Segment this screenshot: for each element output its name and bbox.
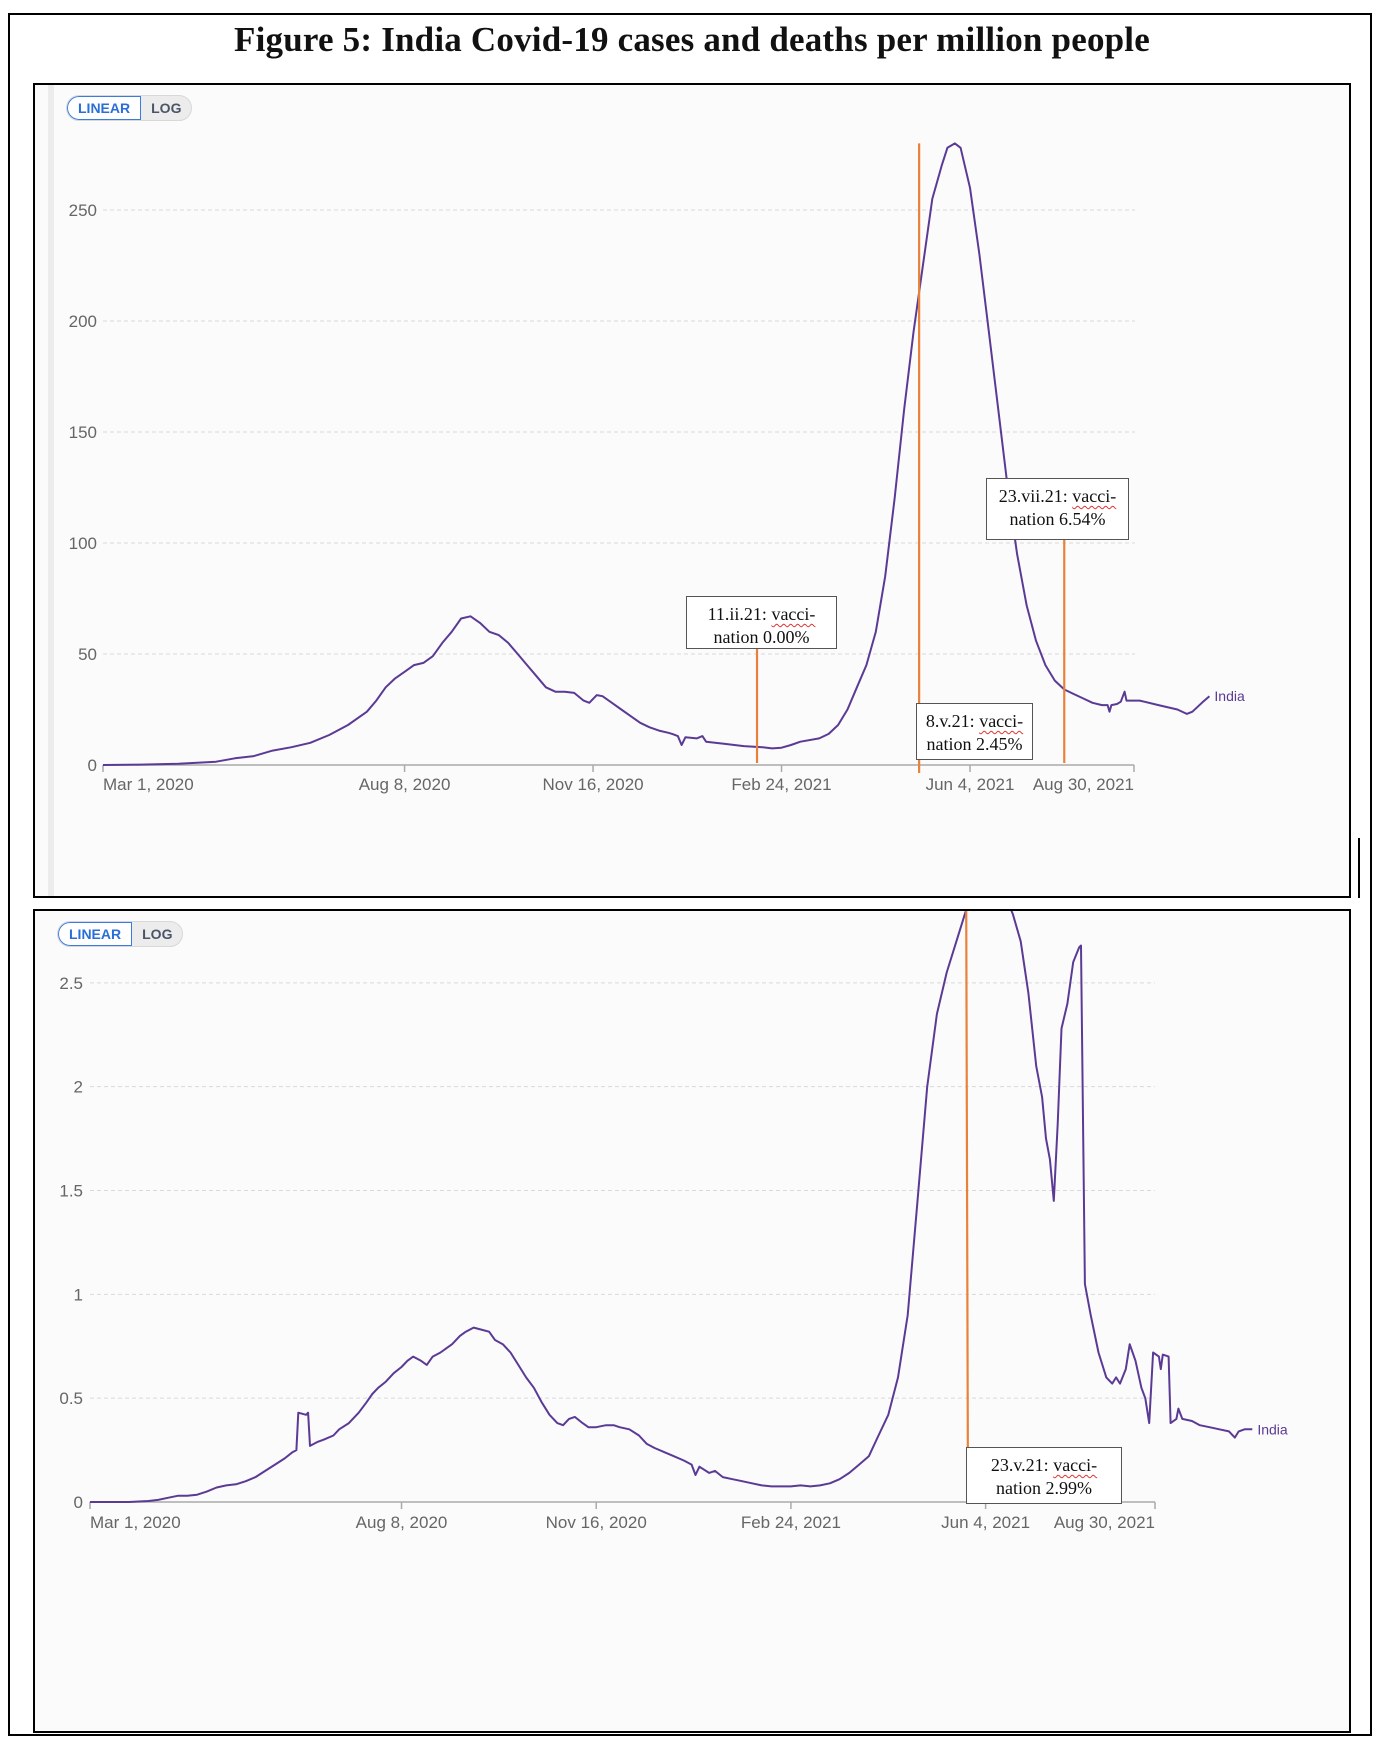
x-tick-label: Feb 24, 2021: [731, 775, 831, 794]
scale-toggle: LINEAR LOG: [66, 95, 193, 121]
x-tick-label: Jun 4, 2021: [926, 775, 1015, 794]
vaccination-annotation: 8.v.21: vacci-nation 2.45%: [916, 703, 1033, 760]
x-tick-label: Mar 1, 2020: [90, 1513, 181, 1532]
annotation-value: nation 2.99%: [996, 1478, 1092, 1498]
annotation-value: nation 6.54%: [1009, 509, 1106, 529]
y-tick-label: 2.5: [59, 974, 83, 993]
annotation-line-1: 11.ii.21: vacci-: [687, 603, 836, 626]
x-tick-label: Aug 8, 2020: [359, 775, 451, 794]
linear-scale-button[interactable]: LINEAR: [58, 922, 133, 946]
log-scale-button[interactable]: LOG: [151, 100, 182, 116]
y-tick-label: 50: [78, 645, 97, 664]
cases-chart-panel: LINEAR LOG 0 50 100 150 200 250 Mar 1, 2020 Aug…: [33, 83, 1351, 898]
annotation-date: 8.v.21:: [925, 711, 980, 731]
annotation-line-1: 23.v.21: vacci-: [967, 1454, 1121, 1477]
y-tick-label: 0: [88, 756, 97, 775]
y-tick-label: 200: [69, 312, 97, 331]
annotation-line-1: 8.v.21: vacci-: [917, 710, 1032, 733]
x-tick-label: Nov 16, 2020: [542, 775, 643, 794]
x-tick-label: Aug 8, 2020: [356, 1513, 448, 1532]
x-tick-label: Aug 30, 2021: [1033, 775, 1134, 794]
annotation-word: vacci-: [1053, 1455, 1098, 1475]
annotation-word: vacci-: [771, 604, 816, 624]
annotation-value: nation 2.45%: [926, 734, 1023, 754]
annotation-word: vacci-: [979, 711, 1024, 731]
y-tick-label: 100: [69, 534, 97, 553]
annotation-value: nation 0.00%: [713, 627, 810, 647]
frame-edge-fragment: [1358, 838, 1360, 898]
x-tick-label: Mar 1, 2020: [103, 775, 194, 794]
annotation-word: vacci-: [1072, 486, 1117, 506]
vaccination-annotation: 23.vii.21: vacci-nation 6.54%: [986, 478, 1129, 540]
y-tick-label: 1.5: [59, 1182, 83, 1201]
figure-frame: [8, 13, 1372, 1736]
annotation-date: 23.v.21:: [990, 1455, 1054, 1475]
series-label-india: India: [1257, 1421, 1288, 1437]
annotation-line-1: 23.vii.21: vacci-: [987, 485, 1128, 508]
y-tick-label: 1: [74, 1285, 83, 1304]
series-line-india: [102, 142, 1211, 766]
y-tick-label: 150: [69, 423, 97, 442]
x-tick-label: Nov 16, 2020: [546, 1513, 647, 1532]
vaccination-annotation: 23.v.21: vacci-nation 2.99%: [966, 1447, 1122, 1504]
scale-toggle: LINEAR LOG: [57, 921, 184, 947]
series-label-india: India: [1214, 688, 1245, 704]
y-tick-label: 2: [74, 1078, 83, 1097]
annotation-date: 11.ii.21:: [707, 604, 772, 624]
x-tick-label: Jun 4, 2021: [941, 1513, 1030, 1532]
y-tick-label: 0: [74, 1493, 83, 1512]
x-tick-label: Aug 30, 2021: [1054, 1513, 1155, 1532]
log-scale-button[interactable]: LOG: [142, 926, 173, 942]
series-line-india: [90, 911, 1253, 1503]
cases-chart-svg: 0 50 100 150 200 250 Mar 1, 2020 Aug 8, 2020 Nov…: [69, 142, 1245, 794]
annotation-date: 23.vii.21:: [998, 486, 1073, 506]
linear-scale-button[interactable]: LINEAR: [67, 96, 142, 120]
figure-title: Figure 5: India Covid-19 cases and death…: [234, 20, 1150, 59]
panel-left-edge: [48, 85, 54, 896]
vaccination-annotation: 11.ii.21: vacci-nation 0.00%: [686, 596, 837, 649]
x-tick-label: Feb 24, 2021: [741, 1513, 841, 1532]
annotation-line: [965, 911, 970, 1505]
y-tick-label: 250: [69, 201, 97, 220]
y-tick-label: 0.5: [59, 1389, 83, 1408]
